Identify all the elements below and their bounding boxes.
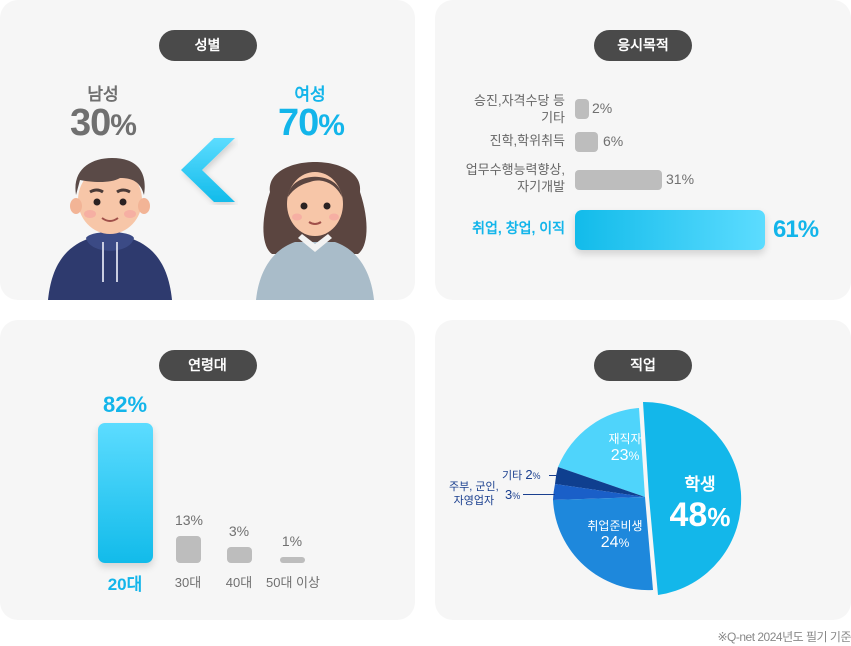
age-value: 1% [281,533,303,549]
age-bar [227,547,252,563]
other-label: 기타 2% [502,467,541,483]
female-avatar-icon [256,162,374,300]
age-label: 20대 [107,575,143,594]
age-value: 82% [102,392,148,417]
female-label: 여성 [294,85,326,104]
homemaker-value: 3% [505,487,521,502]
female-percent: 70% [278,102,345,144]
purpose-value: 61% [773,216,819,243]
job-pie-chart [553,401,742,595]
pie-slice-employed [558,408,645,497]
age-card: 연령대 82% 20대 13% 30대 3% 40대 1% 50대 이상 [0,320,415,620]
purpose-bar [575,170,662,190]
purpose-bar [575,99,589,119]
age-title-pill: 연령대 [158,350,257,381]
age-value: 13% [174,512,204,528]
job-title-pill: 직업 [594,350,692,381]
gender-card: 성별 남성 30% 여성 70% [0,0,415,300]
male-percent: 30% [70,102,137,144]
male-label: 남성 [87,85,119,104]
employed-label: 재직자 23% [608,432,642,464]
homemaker-label: 주부, 군인, 자영업자 [449,481,499,507]
age-label: 30대 [174,575,202,590]
purpose-label: 업무수행능력향상, 자기개발 [465,162,565,194]
purpose-value: 2% [592,100,613,116]
pie-slice-homemaker [553,484,645,500]
purpose-value: 6% [603,133,624,149]
jobseeker-label: 취업준비생 24% [587,519,643,551]
purpose-title-pill: 응시목적 [594,30,692,61]
purpose-label: 취업, 창업, 이직 [472,220,565,236]
purpose-value: 31% [666,171,695,187]
age-value: 3% [228,523,250,539]
purpose-card: 응시목적 승진,자격수당 등 기타 2% 진학,학위취득 6% 업무수행능력향상,… [435,0,851,300]
other-leader-line [549,475,558,476]
source-footnote: ※Q-net 2024년도 필기 기준 [717,630,851,644]
homemaker-leader-line [523,494,555,495]
male-avatar-icon [48,158,172,300]
purpose-label: 승진,자격수당 등 기타 [474,93,565,125]
purpose-label: 진학,학위취득 [489,133,565,148]
student-label: 학생 48% [669,475,731,534]
age-label: 40대 [225,575,253,590]
pie-slice-jobseeker [553,497,653,591]
pie-slice-other [555,467,645,497]
age-bar [98,423,153,563]
age-bar [176,536,201,563]
age-bar [280,557,305,563]
age-label: 50대 이상 [266,575,320,590]
pie-slice-student [643,401,742,595]
job-card: 직업 재직자 23% 학생 48% 취업준비생 24% 기타 2% 주부, 군인… [435,320,851,620]
purpose-bar [575,210,765,250]
chevron-left-icon [181,138,235,202]
purpose-bar [575,132,598,152]
gender-title-pill: 성별 [158,30,257,61]
